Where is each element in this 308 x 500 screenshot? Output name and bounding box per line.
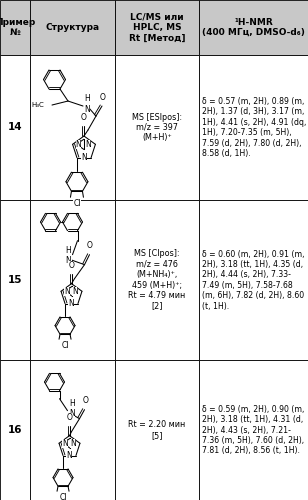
Text: N: N xyxy=(86,140,91,149)
Text: N: N xyxy=(64,287,70,296)
Text: LC/MS или
HPLC, MS
Rt [Метод]: LC/MS или HPLC, MS Rt [Метод] xyxy=(129,12,185,42)
Bar xyxy=(199,200,308,360)
Text: O: O xyxy=(69,260,75,270)
Text: δ = 0.59 (m, 2H), 0.90 (m,
2H), 3.18 (tt, 1H), 4.31 (d,
2H), 4.43 (s, 2H), 7.21-: δ = 0.59 (m, 2H), 0.90 (m, 2H), 3.18 (tt… xyxy=(202,404,304,456)
Text: N: N xyxy=(66,451,72,460)
Bar xyxy=(0,0,30,55)
Bar xyxy=(115,55,199,200)
Bar xyxy=(0,55,30,200)
Text: ¹H-NMR
(400 МГц, DMSO-d₆): ¹H-NMR (400 МГц, DMSO-d₆) xyxy=(202,18,305,37)
Bar xyxy=(30,200,115,360)
Text: Rt = 2.20 мин
[5]: Rt = 2.20 мин [5] xyxy=(128,420,186,440)
Text: 14: 14 xyxy=(8,122,22,132)
Bar xyxy=(0,360,30,500)
Text: N: N xyxy=(75,140,81,149)
Text: MS [ESIpos]:
m/z = 397
(M+H)⁺: MS [ESIpos]: m/z = 397 (M+H)⁺ xyxy=(132,112,182,142)
Bar xyxy=(199,55,308,200)
Bar xyxy=(115,0,199,55)
Text: N: N xyxy=(81,153,87,162)
Text: Пример
№: Пример № xyxy=(0,18,35,37)
Text: H
N: H N xyxy=(66,246,71,266)
Text: O: O xyxy=(81,113,87,122)
Text: δ = 0.60 (m, 2H), 0.91 (m,
2H), 3.18 (tt, 1H), 4.35 (d,
2H), 4.44 (s, 2H), 7.33-: δ = 0.60 (m, 2H), 0.91 (m, 2H), 3.18 (tt… xyxy=(202,250,305,310)
Text: O: O xyxy=(67,412,72,422)
Text: O: O xyxy=(100,93,106,102)
Text: H
N: H N xyxy=(84,94,90,114)
Text: N: N xyxy=(72,287,78,296)
Text: N: N xyxy=(62,439,68,448)
Text: O: O xyxy=(87,240,92,250)
Text: N: N xyxy=(70,439,76,448)
Text: 16: 16 xyxy=(8,425,22,435)
Text: 15: 15 xyxy=(8,275,22,285)
Text: δ = 0.57 (m, 2H), 0.89 (m,
2H), 1.37 (d, 3H), 3.17 (m,
1H), 4.41 (s, 2H), 4.91 (: δ = 0.57 (m, 2H), 0.89 (m, 2H), 1.37 (d,… xyxy=(202,97,306,158)
Bar xyxy=(199,360,308,500)
Bar xyxy=(30,55,115,200)
Text: H₃C: H₃C xyxy=(31,102,44,108)
Bar xyxy=(30,360,115,500)
Text: Структура: Структура xyxy=(46,23,99,32)
Bar xyxy=(199,0,308,55)
Text: Cl: Cl xyxy=(59,492,67,500)
Bar xyxy=(115,360,199,500)
Text: O: O xyxy=(83,396,88,404)
Bar xyxy=(0,200,30,360)
Text: Cl: Cl xyxy=(73,198,81,207)
Text: Cl: Cl xyxy=(61,340,69,349)
Text: N: N xyxy=(68,299,74,308)
Text: H
N: H N xyxy=(70,399,75,418)
Text: MS [CIpos]:
m/z = 476
(M+NH₄)⁺,
459 (M+H)⁺;
Rt = 4.79 мин
[2]: MS [CIpos]: m/z = 476 (M+NH₄)⁺, 459 (M+H… xyxy=(128,250,186,310)
Bar xyxy=(30,0,115,55)
Bar xyxy=(115,200,199,360)
